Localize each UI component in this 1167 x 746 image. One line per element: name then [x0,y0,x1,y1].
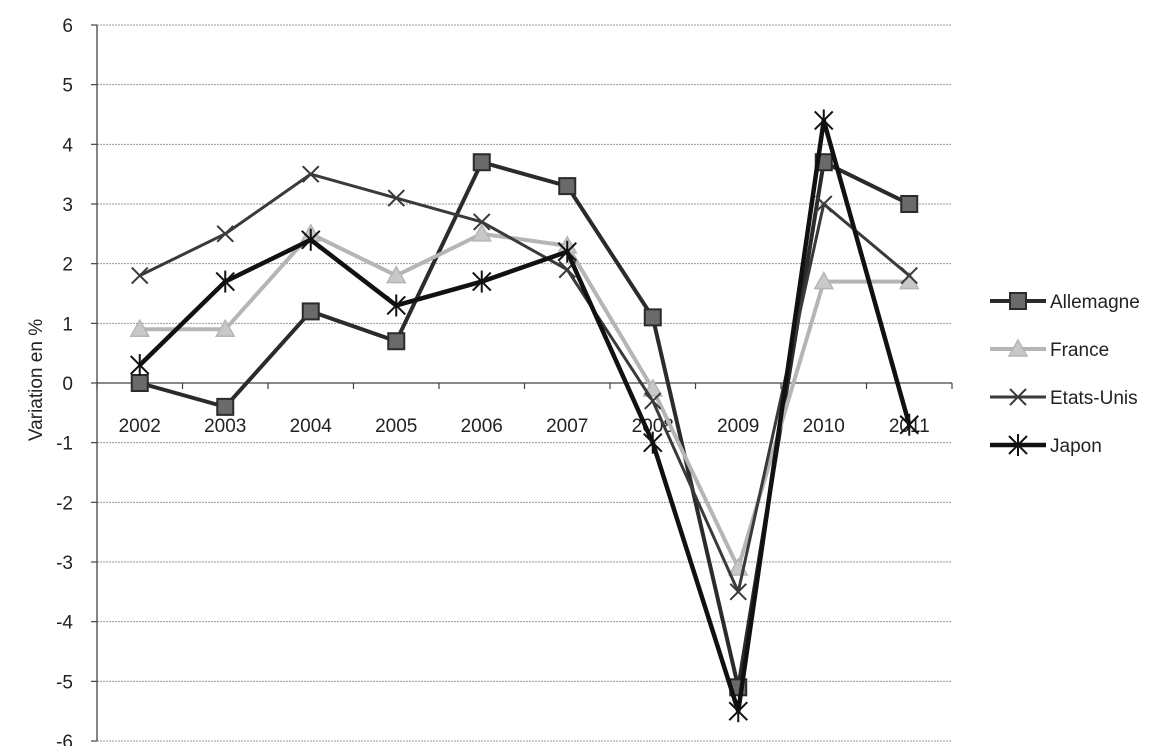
legend-label: Etats-Unis [1050,388,1138,409]
y-tick-label: -4 [56,613,73,634]
axes [91,24,953,742]
legend-item: Japon [990,434,1102,457]
y-tick-labels: 6 5 4 3 2 1 0 -1 -2 -3 -4 -5 -6 [56,16,73,746]
legend-label: Japon [1050,436,1102,457]
x-tick-label: 2010 [803,416,845,437]
y-tick-label: 6 [62,16,73,37]
data-point [131,266,149,285]
x-tick-label: 2004 [290,416,333,437]
y-tick-label: 0 [62,374,73,395]
data-point [900,195,919,213]
data-point [1009,292,1027,310]
data-point [814,109,834,132]
data-point [643,431,663,454]
data-point [1008,434,1028,456]
y-tick-label: 1 [62,314,73,335]
x-tick-label: 2005 [375,416,417,437]
y-tick-label: -6 [56,732,73,746]
data-point [1009,388,1027,406]
x-tick-label: 2002 [119,416,161,437]
data-point [473,213,491,231]
data-point [644,392,662,410]
data-point [815,195,833,213]
series-line [139,172,911,594]
y-tick-label: 4 [62,135,73,156]
y-tick-label: 3 [62,195,73,216]
data-point [1007,338,1029,357]
legend: Allemagne France Etats-Unis Japon [990,292,1140,457]
series-line [138,118,912,714]
data-point [728,700,748,723]
legend-item: Etats-Unis [990,388,1138,409]
y-tick-label: 2 [62,255,73,276]
x-tick-labels: 2002200320042005200620072008200920102011 [119,416,930,437]
data-point [216,397,235,416]
data-point [386,294,406,317]
legend-item: France [990,338,1109,361]
y-tick-label: -3 [56,553,73,574]
data-point [216,225,234,243]
series-allemagne [130,153,919,697]
data-point [129,318,151,338]
series-etats-unis [131,165,918,601]
legend-item: Allemagne [990,292,1140,313]
x-tick-label: 2006 [461,416,503,437]
data-point [215,270,235,293]
y-axis-label: Variation en % [26,319,47,441]
y-tick-label: 5 [62,76,73,97]
x-tick-label: 2003 [204,416,246,437]
data-point [729,583,747,601]
x-tick-label: 2007 [546,416,588,437]
data-point [472,153,491,172]
data-point [130,354,150,377]
data-point [301,228,321,251]
data-point [813,271,835,290]
series-japon [130,109,919,723]
y-tick-label: -1 [56,434,73,455]
series-line [139,231,910,570]
data-point [387,189,405,207]
data-point [557,240,577,263]
legend-label: France [1050,340,1109,361]
data-point [472,270,492,293]
data-point [900,266,918,285]
data-point [899,413,919,436]
data-point [558,177,577,196]
y-tick-label: -2 [56,493,73,514]
data-point [387,332,406,351]
data-point [385,265,407,284]
data-point [130,374,149,392]
data-point [214,318,236,338]
legend-label: Allemagne [1050,292,1140,313]
data-point [471,223,493,242]
y-tick-label: -5 [56,672,73,693]
data-point [301,302,320,321]
gridlines [97,24,952,742]
x-tick-label: 2009 [717,416,759,437]
data-point [643,308,662,327]
series-group [129,109,920,723]
data-point [302,165,320,183]
